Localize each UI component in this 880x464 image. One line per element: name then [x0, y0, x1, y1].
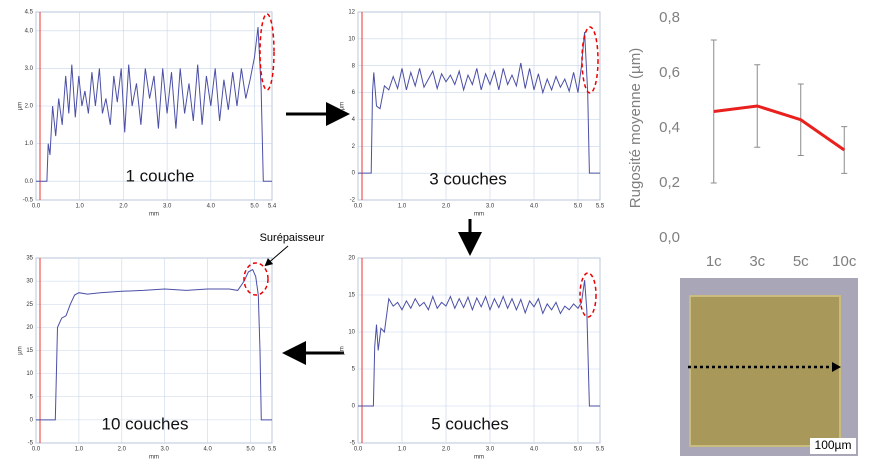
x-tick-label: 5.0 — [574, 447, 583, 453]
x-tick-label: 4.0 — [203, 447, 212, 453]
x-tick-label: 1c — [706, 253, 722, 270]
x-tick-label: 5.5 — [596, 204, 605, 210]
layer-label: 5 couches — [431, 414, 509, 433]
y-tick-label: 15 — [348, 293, 355, 299]
y-tick-label: 10 — [348, 330, 355, 336]
x-tick-label: 5.0 — [250, 204, 259, 210]
highlight — [259, 13, 275, 91]
y-tick-label: 35 — [26, 256, 33, 262]
plot-area — [357, 11, 601, 201]
x-tick-label: 4.0 — [530, 447, 539, 453]
x-tick-label: 3.0 — [163, 204, 172, 210]
y-tick-label: 0,0 — [659, 229, 680, 246]
y-tick-label: 4.0 — [25, 28, 34, 34]
y-tick-label: 12 — [348, 10, 355, 16]
x-tick-label: 2.0 — [119, 204, 128, 210]
x-tick-label: 1.0 — [76, 204, 85, 210]
y-axis-label: µm — [340, 346, 346, 354]
x-tick-label: 0.0 — [354, 204, 363, 210]
highlight — [581, 26, 599, 94]
sample — [689, 295, 841, 447]
x-tick-label: 5.5 — [268, 447, 277, 453]
y-tick-label: -2 — [350, 198, 356, 204]
y-tick-label: 2 — [352, 144, 356, 150]
layer-label: 10 couches — [102, 414, 189, 433]
x-tick-label: 5.5 — [596, 447, 605, 453]
highlight — [243, 262, 269, 296]
x-tick-label: 5c — [793, 253, 809, 270]
profile-line — [36, 268, 272, 421]
y-tick-label: 3.0 — [25, 66, 34, 72]
x-tick-label: 1.0 — [398, 447, 407, 453]
x-tick-label: 5.0 — [246, 447, 255, 453]
y-tick-label: 30 — [26, 279, 33, 285]
y-tick-label: 4 — [352, 117, 356, 123]
x-tick-label: 1.0 — [75, 447, 84, 453]
profile-line — [36, 26, 272, 182]
y-tick-label: -5 — [350, 441, 356, 447]
y-tick-label: 0 — [352, 171, 356, 177]
x-tick-label: 0.0 — [354, 447, 363, 453]
x-tick-label: 4.0 — [207, 204, 216, 210]
scan-arrow — [832, 362, 841, 372]
y-tick-label: 5 — [352, 367, 356, 373]
y-tick-label: 0,6 — [659, 64, 680, 81]
y-tick-label: 20 — [348, 256, 355, 262]
x-tick-label: 3c — [749, 253, 765, 270]
y-tick-label: -0.5 — [23, 198, 34, 204]
x-axis-label: mm — [149, 455, 159, 461]
y-axis-label: µm — [18, 102, 24, 110]
y-tick-label: 10 — [26, 371, 33, 377]
y-tick-label: 2.0 — [25, 104, 34, 110]
x-tick-label: 3.0 — [161, 447, 170, 453]
annotation-arrow — [264, 245, 289, 267]
y-tick-label: 0 — [352, 404, 356, 410]
y-axis-label: µm — [18, 346, 24, 354]
plot-area — [357, 257, 601, 444]
x-tick-label: 2.0 — [118, 447, 127, 453]
y-tick-label: 5 — [30, 394, 34, 400]
x-tick-label: 2.0 — [442, 204, 451, 210]
x-tick-label: 10c — [832, 253, 857, 270]
y-tick-label: 0.0 — [25, 179, 34, 185]
x-tick-label: 1.0 — [398, 204, 407, 210]
y-tick-label: 25 — [26, 302, 33, 308]
y-axis-label: µm — [340, 102, 346, 110]
y-tick-label: 10 — [348, 36, 355, 42]
y-tick-label: 15 — [26, 348, 33, 354]
y-tick-label: 0,2 — [659, 174, 680, 191]
y-tick-label: 0,4 — [659, 119, 680, 136]
y-axis-label: Rugosité moyenne (µm) — [627, 48, 644, 208]
profile-line — [358, 32, 600, 174]
layer-label: 1 couche — [126, 166, 195, 185]
y-tick-label: 1.0 — [25, 141, 34, 147]
profile-line — [358, 280, 600, 407]
layer-label: 3 couches — [429, 169, 507, 188]
x-tick-label: 3.0 — [486, 204, 495, 210]
scale-bar: 100µm — [815, 438, 852, 452]
x-axis-label: mm — [149, 212, 159, 218]
x-tick-label: 5.4 — [268, 204, 277, 210]
y-tick-label: 0,8 — [659, 9, 680, 26]
x-tick-label: 0.0 — [32, 204, 41, 210]
highlight — [579, 272, 597, 318]
x-axis-label: mm — [474, 455, 484, 461]
scale-box — [810, 438, 856, 454]
y-tick-label: 6 — [352, 90, 356, 96]
y-tick-label: 4.5 — [25, 10, 34, 16]
x-tick-label: 5.0 — [574, 204, 583, 210]
x-tick-label: 0.0 — [32, 447, 41, 453]
roughness-line — [713, 104, 846, 152]
x-tick-label: 2.0 — [442, 447, 451, 453]
x-tick-label: 3.0 — [486, 447, 495, 453]
x-tick-label: 4.0 — [530, 204, 539, 210]
x-axis-label: mm — [474, 212, 484, 218]
y-tick-label: 8 — [352, 63, 356, 69]
y-tick-label: 0 — [30, 417, 34, 423]
y-tick-label: -5 — [28, 441, 34, 447]
annotation: Surépaisseur — [260, 232, 325, 244]
y-tick-label: 20 — [26, 325, 33, 331]
